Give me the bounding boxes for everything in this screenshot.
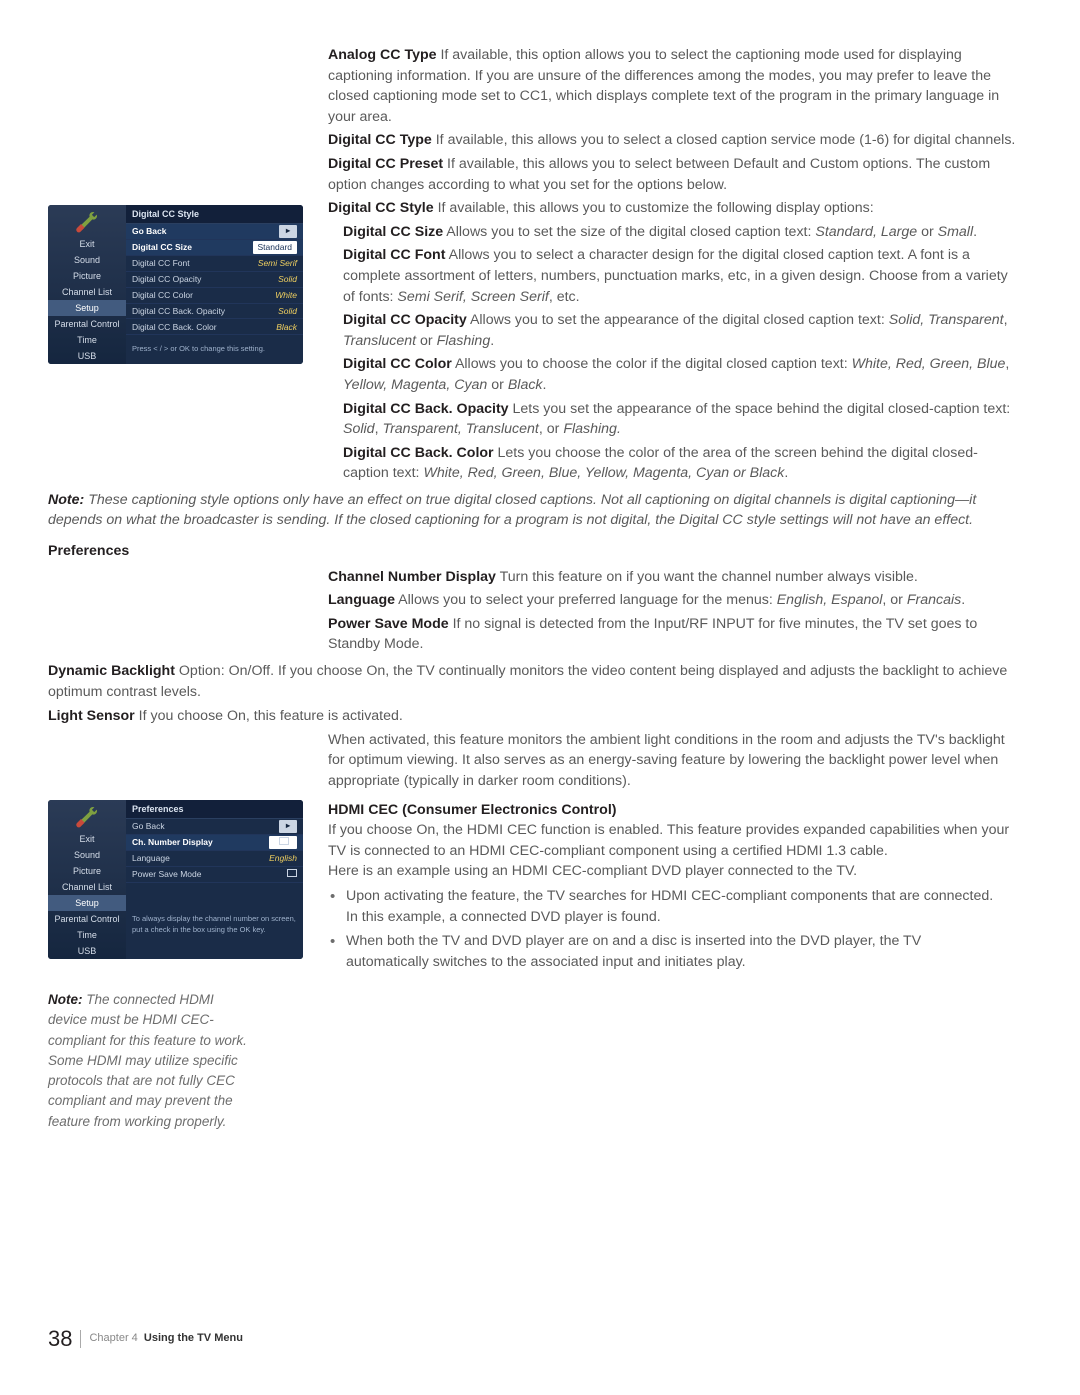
wrench-icon — [73, 805, 101, 829]
hdmi-cec-text1: If you choose On, the HDMI CEC function … — [328, 820, 1018, 861]
osd-main: Digital CC Style Go Back▸Digital CC Size… — [126, 205, 303, 364]
main-content: Analog CC Type If available, this option… — [328, 45, 1018, 484]
side-note: Note: The connected HDMI device must be … — [48, 990, 248, 1132]
osd-row: LanguageEnglish — [126, 851, 303, 867]
note-label: Note: — [48, 992, 83, 1007]
digital-cc-back-color-heading: Digital CC Back. Color — [343, 445, 494, 461]
hdmi-cec-heading: HDMI CEC (Consumer Electronics Control) — [328, 802, 617, 818]
caption-note: Note: These captioning style options onl… — [48, 490, 1018, 531]
note-label: Note: — [48, 492, 84, 508]
osd-sidebar-item: Channel List — [48, 284, 126, 300]
osd-screenshot-digital-cc-style: ExitSoundPictureChannel ListSetupParenta… — [48, 205, 303, 364]
preferences-heading: Preferences — [48, 541, 1020, 562]
osd-sidebar-item: Channel List — [48, 879, 126, 895]
osd-sidebar-item: Setup — [48, 300, 126, 316]
osd-help-text: To always display the channel number on … — [126, 911, 303, 939]
osd-box: ExitSoundPictureChannel ListSetupParenta… — [48, 800, 303, 959]
dynamic-backlight-heading: Dynamic Backlight — [48, 663, 175, 679]
osd-main: Preferences Go Back▸Ch. Number DisplayLa… — [126, 800, 303, 959]
osd-sidebar: ExitSoundPictureChannel ListSetupParenta… — [48, 800, 126, 959]
osd-title: Preferences — [126, 800, 303, 819]
power-save-mode-heading: Power Save Mode — [328, 616, 449, 632]
digital-cc-style-text: If available, this allows you to customi… — [434, 200, 874, 216]
osd-sidebar-item: Picture — [48, 268, 126, 284]
osd-box: ExitSoundPictureChannel ListSetupParenta… — [48, 205, 303, 364]
osd-row: Go Back▸ — [126, 819, 303, 835]
osd-sidebar-item: Picture — [48, 863, 126, 879]
digital-cc-size-heading: Digital CC Size — [343, 224, 443, 240]
digital-cc-opacity-heading: Digital CC Opacity — [343, 312, 467, 328]
bullet-item: Upon activating the feature, the TV sear… — [346, 886, 998, 927]
osd-row: Digital CC Back. ColorBlack — [126, 319, 303, 335]
osd-sidebar-item: Sound — [48, 847, 126, 863]
hdmi-cec-bullets: Upon activating the feature, the TV sear… — [328, 886, 998, 972]
osd-row: Digital CC Back. OpacitySolid — [126, 304, 303, 320]
osd-sidebar-item: Sound — [48, 252, 126, 268]
osd-sidebar-item: Time — [48, 927, 126, 943]
osd-help-text: Press < / > or OK to change this setting… — [126, 341, 303, 358]
footer-chapter: Chapter 4 Using the TV Menu — [89, 1331, 242, 1347]
analog-cc-type-heading: Analog CC Type — [328, 47, 437, 63]
osd-sidebar-item: Parental Control — [48, 316, 126, 332]
osd-sidebar-item: Setup — [48, 895, 126, 911]
osd-row: Digital CC ColorWhite — [126, 288, 303, 304]
osd-row: Ch. Number Display — [126, 835, 303, 851]
osd-sidebar-item: USB — [48, 348, 126, 364]
osd-sidebar: ExitSoundPictureChannel ListSetupParenta… — [48, 205, 126, 364]
digital-cc-type-text: If available, this allows you to select … — [432, 132, 1016, 148]
digital-cc-type-heading: Digital CC Type — [328, 132, 432, 148]
osd-title: Digital CC Style — [126, 205, 303, 224]
light-sensor-detail: When activated, this feature monitors th… — [328, 730, 1018, 792]
hdmi-cec-text2: Here is an example using an HDMI CEC-com… — [328, 861, 1018, 882]
digital-cc-style-heading: Digital CC Style — [328, 200, 434, 216]
osd-row: Digital CC OpacitySolid — [126, 272, 303, 288]
light-sensor-heading: Light Sensor — [48, 708, 135, 724]
digital-cc-back-opacity-heading: Digital CC Back. Opacity — [343, 401, 509, 417]
osd-row: Go Back▸ — [126, 224, 303, 240]
page-number: 38 — [48, 1323, 72, 1355]
digital-cc-color-heading: Digital CC Color — [343, 356, 452, 372]
page-footer: 38 Chapter 4 Using the TV Menu — [48, 1323, 243, 1355]
digital-cc-preset-heading: Digital CC Preset — [328, 156, 443, 172]
osd-screenshot-preferences: ExitSoundPictureChannel ListSetupParenta… — [48, 800, 303, 959]
note-text: These captioning style options only have… — [48, 492, 976, 529]
osd-row: Digital CC FontSemi Serif — [126, 256, 303, 272]
osd-sidebar-item: Exit — [48, 236, 126, 252]
digital-cc-font-heading: Digital CC Font — [343, 247, 445, 263]
bullet-item: When both the TV and DVD player are on a… — [346, 931, 998, 972]
osd-row: Digital CC SizeStandard — [126, 240, 303, 256]
footer-divider — [80, 1330, 81, 1348]
channel-number-display-heading: Channel Number Display — [328, 569, 496, 585]
osd-sidebar-item: Time — [48, 332, 126, 348]
note-text: The connected HDMI device must be HDMI C… — [48, 992, 247, 1129]
osd-sidebar-item: Parental Control — [48, 911, 126, 927]
osd-row: Power Save Mode — [126, 867, 303, 883]
wrench-icon — [73, 210, 101, 234]
osd-sidebar-item: USB — [48, 943, 126, 959]
osd-sidebar-item: Exit — [48, 831, 126, 847]
language-heading: Language — [328, 592, 395, 608]
